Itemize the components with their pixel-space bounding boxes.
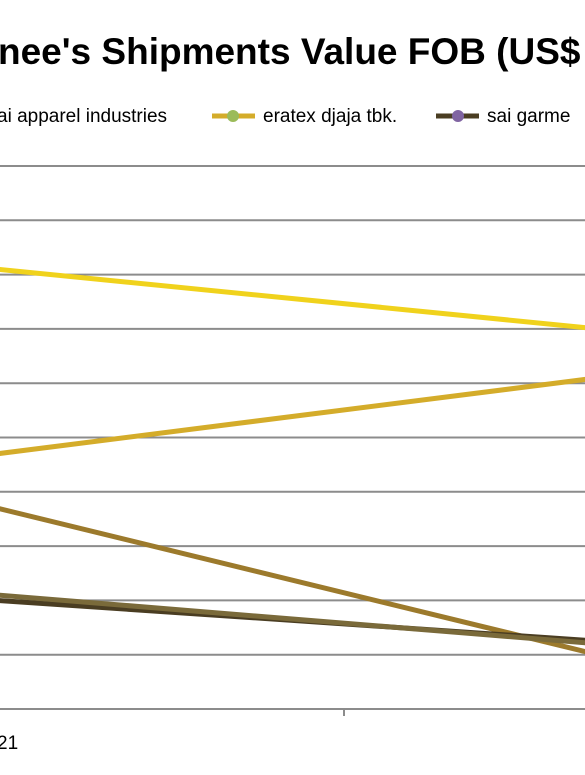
- chart-title: nee's Shipments Value FOB (US$: [0, 31, 581, 72]
- x-axis: [0, 708, 585, 716]
- legend-key-series-2: [212, 110, 255, 122]
- gridlines: [0, 165, 585, 656]
- series-line-4: [0, 266, 585, 331]
- legend: ai apparel industries eratex djaja tbk. …: [0, 106, 570, 127]
- legend-key-series-3: [436, 110, 479, 122]
- x-tick-label: 21: [0, 733, 18, 754]
- series-line-5: [0, 592, 585, 646]
- series-line-2: [0, 376, 585, 456]
- legend-label-series-3: sai garme: [487, 106, 570, 127]
- legend-label-series-2: eratex djaja tbk.: [263, 106, 397, 127]
- series-lines: [0, 266, 585, 655]
- series-line-1: [0, 506, 585, 655]
- legend-label-series-1: ai apparel industries: [0, 106, 167, 127]
